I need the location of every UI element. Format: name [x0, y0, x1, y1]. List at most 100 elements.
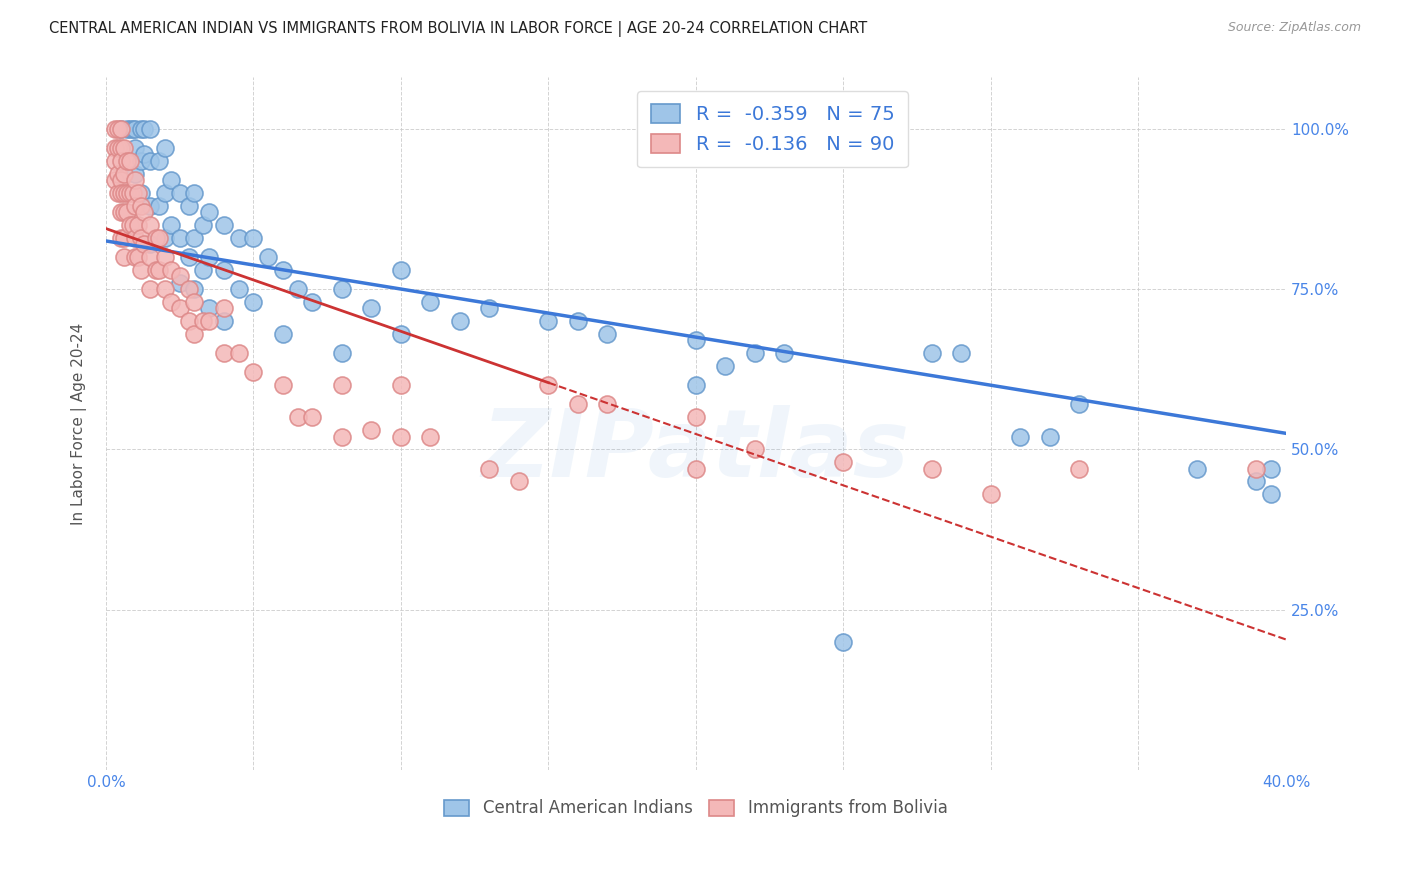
Point: [124, 121, 146, 136]
Point: [360, 301, 382, 316]
Point: [112, 231, 135, 245]
Point: [1069, 397, 1091, 411]
Point: [121, 218, 143, 232]
Point: [271, 262, 294, 277]
Point: [160, 218, 183, 232]
Point: [107, 121, 129, 136]
Point: [685, 410, 707, 425]
Point: [134, 121, 156, 136]
Point: [242, 231, 264, 245]
Point: [177, 282, 200, 296]
Point: [139, 153, 162, 168]
Point: [169, 269, 191, 284]
Point: [153, 231, 176, 245]
Point: [685, 378, 707, 392]
Point: [118, 121, 141, 136]
Point: [1260, 487, 1282, 501]
Y-axis label: In Labor Force | Age 20-24: In Labor Force | Age 20-24: [72, 323, 87, 524]
Point: [118, 153, 141, 168]
Point: [131, 121, 153, 136]
Point: [124, 173, 146, 187]
Point: [110, 121, 132, 136]
Point: [148, 199, 170, 213]
Point: [1069, 461, 1091, 475]
Point: [118, 186, 141, 200]
Point: [478, 461, 501, 475]
Point: [198, 205, 221, 219]
Point: [177, 314, 200, 328]
Point: [301, 410, 323, 425]
Point: [1039, 429, 1062, 443]
Point: [921, 346, 943, 360]
Text: ZIPatlas: ZIPatlas: [482, 406, 910, 498]
Point: [744, 442, 766, 457]
Point: [271, 326, 294, 341]
Point: [127, 218, 149, 232]
Point: [389, 429, 412, 443]
Point: [110, 186, 132, 200]
Point: [124, 141, 146, 155]
Point: [330, 282, 353, 296]
Point: [124, 167, 146, 181]
Point: [832, 634, 855, 648]
Point: [242, 294, 264, 309]
Point: [330, 378, 353, 392]
Point: [124, 250, 146, 264]
Point: [169, 301, 191, 316]
Point: [228, 282, 250, 296]
Point: [139, 237, 162, 252]
Point: [1246, 461, 1268, 475]
Point: [139, 121, 162, 136]
Text: CENTRAL AMERICAN INDIAN VS IMMIGRANTS FROM BOLIVIA IN LABOR FORCE | AGE 20-24 CO: CENTRAL AMERICAN INDIAN VS IMMIGRANTS FR…: [49, 21, 868, 37]
Point: [110, 121, 132, 136]
Point: [177, 250, 200, 264]
Point: [212, 314, 235, 328]
Point: [212, 346, 235, 360]
Point: [183, 294, 205, 309]
Point: [228, 231, 250, 245]
Point: [389, 326, 412, 341]
Point: [160, 262, 183, 277]
Point: [212, 301, 235, 316]
Point: [183, 231, 205, 245]
Point: [148, 262, 170, 277]
Point: [183, 186, 205, 200]
Point: [360, 423, 382, 437]
Point: [419, 294, 441, 309]
Point: [112, 250, 135, 264]
Point: [198, 314, 221, 328]
Point: [118, 218, 141, 232]
Point: [110, 231, 132, 245]
Point: [567, 314, 589, 328]
Point: [228, 346, 250, 360]
Point: [153, 250, 176, 264]
Point: [1187, 461, 1209, 475]
Point: [131, 262, 153, 277]
Point: [419, 429, 441, 443]
Point: [104, 121, 127, 136]
Point: [110, 173, 132, 187]
Point: [160, 294, 183, 309]
Point: [193, 314, 215, 328]
Point: [124, 231, 146, 245]
Point: [110, 205, 132, 219]
Point: [104, 141, 127, 155]
Point: [107, 141, 129, 155]
Legend: Central American Indians, Immigrants from Bolivia: Central American Indians, Immigrants fro…: [437, 793, 955, 824]
Point: [183, 282, 205, 296]
Point: [389, 262, 412, 277]
Point: [131, 186, 153, 200]
Point: [104, 153, 127, 168]
Point: [148, 231, 170, 245]
Point: [478, 301, 501, 316]
Point: [121, 121, 143, 136]
Point: [242, 366, 264, 380]
Point: [131, 199, 153, 213]
Point: [198, 301, 221, 316]
Point: [153, 141, 176, 155]
Point: [112, 167, 135, 181]
Point: [148, 153, 170, 168]
Point: [110, 141, 132, 155]
Point: [537, 314, 560, 328]
Point: [127, 250, 149, 264]
